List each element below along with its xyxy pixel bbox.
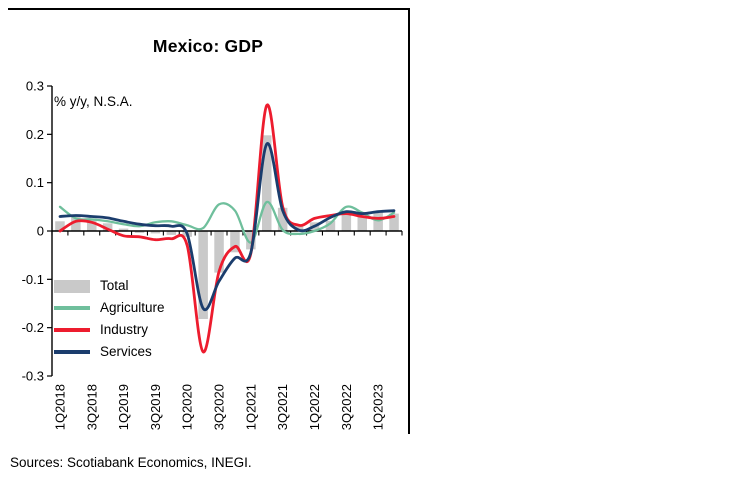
chart-panel: Mexico: GDP % y/y, N.S.A. 0.3 0.2 0.1 0 -0.1…: [8, 8, 410, 434]
y-axis-tick-label: -0.2: [22, 320, 44, 335]
total-bar: [71, 216, 81, 231]
total-bar: [87, 218, 97, 231]
x-axis-tick-label: 1Q2019: [116, 384, 131, 430]
total-bar: [373, 212, 383, 231]
legend-swatch-services: [54, 350, 90, 354]
total-bar: [214, 231, 224, 273]
chart-title: Mexico: GDP: [152, 36, 264, 56]
legend-item-services: Services: [54, 344, 165, 360]
x-axis-tick-label: 3Q2018: [84, 384, 99, 430]
x-axis-tick-label: 1Q2022: [307, 384, 322, 430]
total-bar: [55, 221, 65, 231]
legend-item-industry: Industry: [54, 322, 165, 338]
x-axis-tick-label: 3Q2020: [212, 384, 227, 430]
legend-item-agriculture: Agriculture: [54, 300, 165, 316]
total-bar: [246, 231, 256, 250]
services-line: [58, 142, 396, 312]
legend-swatch-agriculture: [54, 306, 90, 310]
y-axis-tick-label: 0.3: [26, 79, 44, 94]
x-axis-tick-label: 1Q2020: [180, 384, 195, 430]
source-note: Sources: Scotiabank Economics, INEGI.: [10, 455, 252, 470]
unit-label: % y/y, N.S.A.: [54, 94, 133, 109]
legend-item-total: Total: [54, 278, 165, 294]
legend-label: Total: [100, 278, 129, 293]
x-axis-tick-label: 3Q2021: [275, 384, 290, 430]
total-bar: [341, 211, 352, 231]
total-bar: [166, 231, 177, 235]
x-axis-tick-label: 3Q2019: [148, 384, 163, 430]
x-axis-tick-label: 1Q2023: [371, 384, 386, 430]
total-bar: [102, 223, 113, 231]
total-bar: [134, 231, 145, 233]
legend-label: Services: [100, 344, 152, 359]
total-bar: [277, 207, 288, 231]
gdp-chart: 0.3 0.2 0.1 0 -0.1 -0.2 -0.3 1Q2018 3Q2018 1Q2019…: [22, 79, 403, 430]
total-bar: [230, 231, 240, 253]
y-axis-tick-label: 0: [37, 224, 44, 239]
y-axis-tick-label: 0.1: [26, 175, 44, 190]
y-axis-tick-label: 0.2: [26, 127, 44, 142]
x-axis-tick-label: 1Q2018: [53, 384, 68, 430]
total-bar: [118, 228, 129, 231]
chart-legend: Total Agriculture Industry Services: [54, 278, 165, 360]
total-bar: [325, 220, 336, 231]
total-bar: [357, 213, 367, 231]
x-axis-tick-label: 1Q2021: [243, 384, 258, 430]
total-bar: [389, 213, 399, 231]
total-bar: [293, 225, 304, 231]
x-axis-tick-label: 3Q2022: [339, 384, 354, 430]
total-bar: [262, 135, 272, 231]
legend-swatch-total: [54, 279, 90, 293]
y-axis-tick-label: -0.1: [22, 272, 44, 287]
y-axis-tick-label: -0.3: [22, 369, 44, 384]
legend-label: Agriculture: [100, 300, 165, 315]
total-bar: [150, 231, 161, 234]
legend-swatch-industry: [54, 328, 90, 332]
legend-label: Industry: [100, 322, 149, 337]
total-bar: [198, 231, 208, 319]
